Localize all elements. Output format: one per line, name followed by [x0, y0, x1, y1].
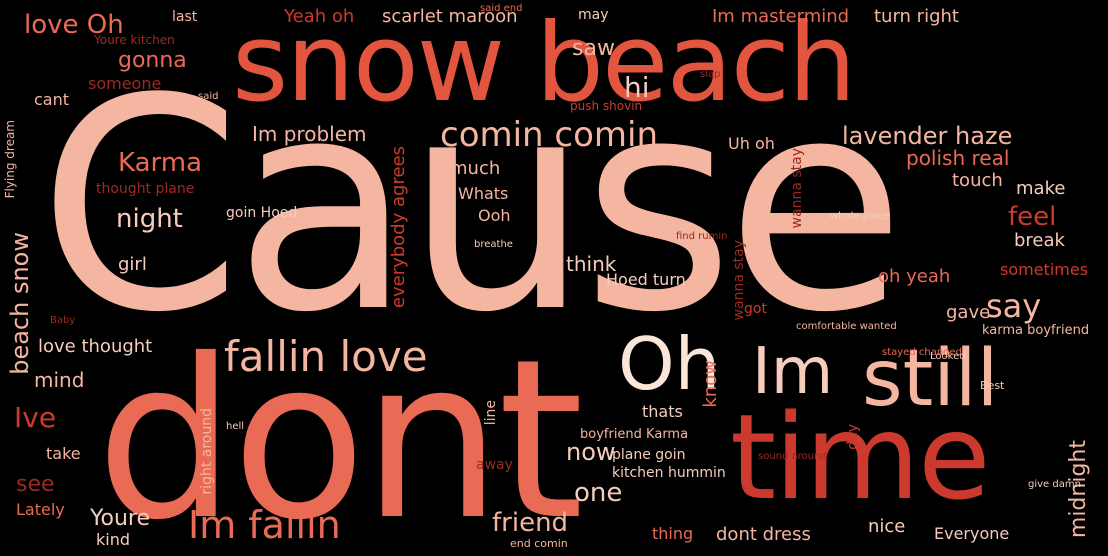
word-one: one	[574, 478, 623, 508]
word-saw: saw	[572, 36, 615, 61]
word-ooh: Ooh	[478, 206, 511, 225]
word-turn-right: turn right	[874, 6, 959, 27]
word-wanna-stay: wanna stay	[789, 148, 805, 229]
word-may: may	[578, 7, 609, 23]
word-kind: kind	[96, 530, 131, 549]
word-baby: Baby	[50, 315, 76, 326]
word-night: night	[116, 204, 183, 234]
word-touch: touch	[952, 170, 1003, 191]
word-yeah-oh: Yeah oh	[284, 6, 355, 27]
word-wanna-stay-2: wanna stay	[731, 240, 747, 321]
word-right-around: right around	[199, 408, 215, 495]
word-mind: mind	[34, 368, 85, 392]
word-dont: dont	[96, 312, 584, 556]
word-dont-dress: dont dress	[716, 524, 811, 545]
word-time: time	[730, 388, 991, 526]
word-im-mastermind: Im mastermind	[712, 6, 850, 27]
word-cant: cant	[34, 90, 70, 109]
word-comin-comin: comin comin	[440, 115, 659, 155]
word-youre-kitchen: Youre kitchen	[94, 33, 175, 47]
word-karma-boyfriend: karma boyfriend	[982, 323, 1090, 338]
word-take: take	[46, 444, 81, 463]
word-oh-big: Oh	[618, 322, 721, 406]
word-snow-beach: snow beach	[232, 1, 856, 126]
word-whole-place: whole place	[830, 211, 890, 222]
word-last: last	[172, 9, 198, 25]
word-uh-oh: Uh oh	[728, 134, 775, 153]
word-everyone: Everyone	[934, 524, 1010, 543]
word-lately: Lately	[16, 500, 65, 519]
word-nice: nice	[868, 516, 906, 537]
word-cause: Cause	[38, 36, 906, 376]
word-thing: thing	[652, 524, 694, 543]
word-much: much	[450, 158, 501, 179]
word-beach-snow: beach snow	[6, 232, 34, 375]
word-thats: thats	[642, 402, 683, 421]
word-plane-goin: plane goin	[612, 447, 686, 463]
word-boyfriend-karma: boyfriend Karma	[580, 427, 689, 442]
word-hi: hi	[624, 71, 650, 104]
word-love-oh: love Oh	[24, 10, 124, 40]
word-find-rumin: find rumin	[676, 231, 728, 242]
word-thought-plane: thought plane	[96, 181, 195, 197]
word-see: see	[16, 472, 55, 497]
word-sometimes: sometimes	[1000, 260, 1089, 279]
word-gave: gave	[946, 302, 991, 323]
word-looked: Looked	[930, 351, 966, 362]
word-ive: Ive	[14, 401, 57, 434]
word-oh-yeah: oh yeah	[878, 266, 951, 287]
word-line: line	[483, 400, 499, 426]
word-stayed-changed: stayed changed	[882, 347, 963, 358]
word-goin-hoed: goin Hoed	[226, 205, 298, 221]
word-hell: hell	[226, 421, 245, 432]
word-breathe: breathe	[474, 239, 513, 250]
word-love-thought: love thought	[38, 336, 153, 357]
word-away: away	[476, 457, 513, 473]
word-kitchen-hummin: kitchen hummin	[612, 465, 726, 481]
word-said: said	[198, 91, 219, 102]
word-know: know	[700, 360, 721, 408]
word-push-shovin: push shovin	[570, 99, 643, 113]
word-think: think	[566, 252, 617, 276]
word-flying-dream: Flying dream	[3, 120, 17, 199]
word-someone: someone	[88, 74, 162, 93]
word-day: day	[845, 424, 861, 450]
word-now: now	[566, 438, 616, 466]
word-polish-real: polish real	[906, 146, 1010, 170]
word-im-big: Im	[752, 335, 834, 409]
word-say: say	[986, 287, 1042, 325]
word-fallin-love: fallin love	[224, 332, 428, 381]
word-sound-around: sound around	[758, 451, 827, 462]
word-im-problem: Im problem	[252, 122, 367, 146]
word-karma: Karma	[118, 148, 203, 178]
word-break: break	[1014, 230, 1065, 251]
word-im-fallin: Im fallin	[188, 503, 341, 547]
word-comfortable-wanted: comfortable wanted	[796, 321, 897, 332]
word-youre: Youre	[90, 506, 151, 531]
word-got: got	[744, 301, 767, 317]
word-scarlet-maroon: scarlet maroon	[382, 6, 518, 27]
word-said-end: said end	[480, 3, 523, 14]
word-lavender-haze: lavender haze	[842, 122, 1013, 150]
word-slap: slap	[700, 69, 721, 80]
word-give-damn: give damn	[1028, 479, 1081, 490]
word-feel: feel	[1008, 202, 1057, 232]
word-whats: Whats	[458, 184, 509, 203]
word-hoed-turn: Hoed turn	[606, 270, 686, 289]
word-gonna: gonna	[118, 48, 187, 73]
word-friend: friend	[492, 508, 569, 538]
word-best: Best	[980, 379, 1005, 392]
word-still: still	[862, 334, 999, 424]
word-girl: girl	[118, 254, 147, 275]
word-everybody-agrees: everybody agrees	[388, 146, 409, 309]
word-make: make	[1016, 178, 1066, 199]
word-end-comin: end comin	[510, 537, 568, 550]
